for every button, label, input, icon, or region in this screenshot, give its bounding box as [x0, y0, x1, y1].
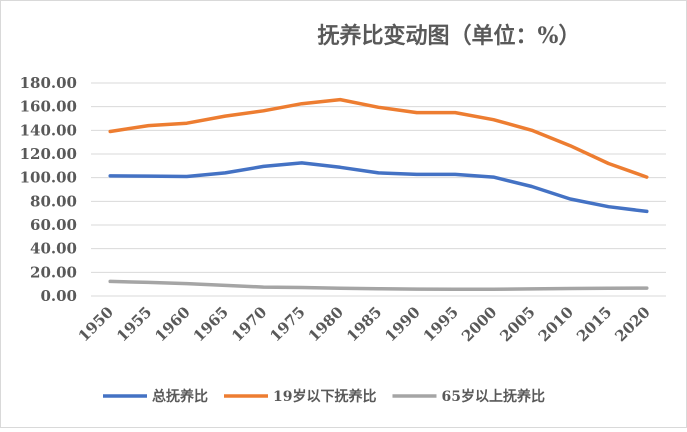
- y-tick-label: 140.00: [20, 121, 77, 139]
- x-tick-label: 1955: [113, 303, 155, 345]
- x-tick-label: 1950: [75, 303, 117, 345]
- y-tick-label: 80.00: [30, 192, 77, 210]
- x-tick-label: 2005: [496, 303, 538, 345]
- y-tick-label: 40.00: [30, 240, 77, 258]
- series-lines: [108, 97, 649, 292]
- series-line-1: [108, 97, 649, 179]
- legend-label: 65岁以上抚养比: [441, 388, 544, 405]
- y-axis-ticks: 0.00 20.00 40.00 60.00 80.00 100.00 120.00 140.…: [20, 74, 77, 305]
- x-axis-ticks: 1950195519601965197019751980198519901995…: [75, 303, 654, 345]
- x-tick-label: 2000: [458, 303, 500, 345]
- x-tick-label: 1960: [151, 303, 193, 345]
- x-tick-label: 2010: [535, 303, 577, 345]
- y-tick-label: 100.00: [20, 169, 77, 187]
- x-tick-label: 1965: [190, 303, 232, 345]
- y-tick-label: 160.00: [20, 98, 77, 116]
- series-line-0: [108, 161, 649, 214]
- x-tick-label: 1975: [266, 303, 308, 345]
- y-tick-label: 180.00: [20, 74, 77, 92]
- y-tick-label: 120.00: [20, 145, 77, 163]
- gridlines: [91, 82, 666, 297]
- series-line-2: [108, 279, 649, 292]
- chart-title: 抚养比变动图（单位：%）: [318, 23, 581, 49]
- x-tick-label: 1970: [228, 303, 270, 345]
- x-tick-label: 1990: [381, 303, 423, 345]
- legend-label: 总抚养比: [152, 388, 208, 405]
- legend: 总抚养比 19岁以下抚养比 65岁以上抚养比: [103, 388, 545, 405]
- y-tick-label: 60.00: [30, 216, 77, 234]
- x-tick-label: 1985: [343, 303, 385, 345]
- y-tick-label: 20.00: [30, 263, 77, 281]
- y-tick-label: 0.00: [40, 287, 77, 305]
- x-tick-label: 2020: [611, 303, 653, 345]
- x-tick-label: 2015: [573, 303, 615, 345]
- x-tick-label: 1995: [420, 303, 462, 345]
- legend-label: 19岁以下抚养比: [273, 388, 376, 405]
- x-tick-label: 1980: [305, 303, 347, 345]
